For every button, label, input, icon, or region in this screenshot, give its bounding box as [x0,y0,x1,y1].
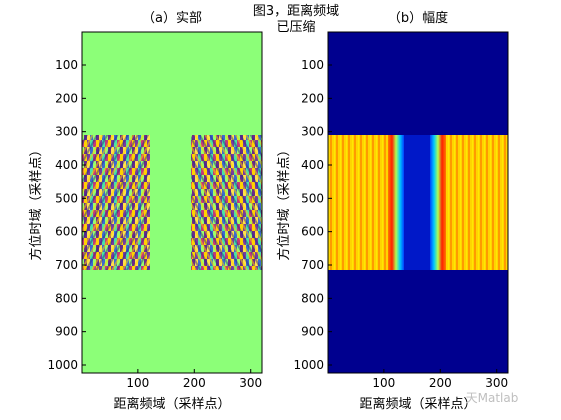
panel-a-ytick-label: 300 [55,125,78,139]
panel-b-ytick-label: 300 [301,125,324,139]
panel-a-ylabel: 方位时域（采样点） [28,143,44,260]
panel-a-xlabel: 距离频域（采样点） [113,396,230,412]
panel-a-ytick-label: 200 [55,91,78,105]
panel-b-edge-left [388,135,404,270]
panel-b-ytick-label: 900 [301,325,324,339]
panel-b-ytick-label: 700 [301,258,324,272]
panel-a-axes-box [81,31,263,374]
panel-b-ticks: 100 200 300 100 200 300 400 500 600 700 800 900 1000 [293,58,508,390]
panel-b-xtick-label: 100 [372,376,395,390]
panel-b-title: （b）幅度 [388,10,448,26]
panel-a-ytick-label: 800 [55,291,78,305]
panel-b-ytick-label: 800 [301,291,324,305]
panel-a-fringe-right [191,135,262,270]
panel-b-ytick-label: 400 [301,158,324,172]
panel-b-xtick-label: 300 [485,376,508,390]
panel-a-ytick-label: 400 [55,158,78,172]
panel-a-ytick-label: 100 [55,58,78,72]
panel-a-fringe-left [82,135,150,270]
panel-a-ytick-label: 1000 [47,358,78,372]
panel-a-ytick-label: 500 [55,191,78,205]
panel-b-axes-box [327,31,509,374]
panel-a-title: （a）实部 [142,11,202,26]
panel-a-xtick-label: 100 [126,376,149,390]
panel-a-ytick-label: 900 [55,325,78,339]
figure-title-line1: 图3，距离频域 [253,3,339,19]
panel-b-gap [404,135,430,270]
panel-b-stripes-right [446,135,508,270]
panel-b-ytick-label: 200 [301,91,324,105]
panel-b-magnitude: （b）幅度 100 200 300 100 200 300 400 500 600 700 800 9… [276,10,509,412]
panel-a-xtick-label: 300 [239,376,262,390]
panel-b-edge-right [430,135,446,270]
panel-a-ytick-label: 700 [55,258,78,272]
panel-b-xtick-label: 200 [429,376,452,390]
panel-a-xtick-label: 200 [183,376,206,390]
panel-a-ytick-label: 600 [55,225,78,239]
panel-b-ytick-label: 500 [301,191,324,205]
panel-b-ytick-label: 100 [301,58,324,72]
figure-title-line2: 已压缩 [276,19,315,35]
panel-b-ytick-label: 1000 [293,358,324,372]
panel-b-ytick-label: 600 [301,225,324,239]
watermark: 天Matlab [466,391,519,405]
panel-a-ticks: 100 200 300 100 200 300 400 500 600 700 800 900 1000 [47,58,262,390]
panel-a-real-part: （a）实部 100 200 300 100 200 300 400 500 600 700 800 9… [28,11,263,412]
panel-b-stripes-left [328,135,388,270]
panel-b-ylabel: 方位时域（采样点） [276,143,292,260]
panel-b-xlabel: 距离频域（采样点） [359,396,476,412]
